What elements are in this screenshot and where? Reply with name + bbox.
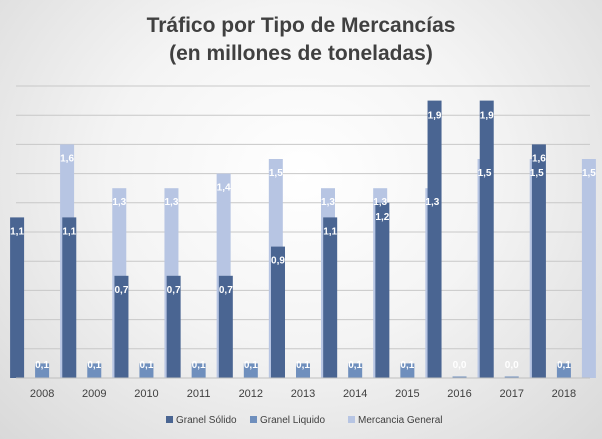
data-label: 1,3 [112,197,126,208]
x-tick-label: 2017 [499,388,523,400]
legend-label: Granel Liquido [260,415,325,426]
x-tick-label: 2010 [134,388,158,400]
bar-granel-sólido [218,275,233,378]
data-label: 0,1 [400,360,414,371]
data-label: 0,1 [87,360,101,371]
x-tick-label: 2012 [239,388,263,400]
x-tick-label: 2009 [82,388,106,400]
data-label: 0,1 [244,360,258,371]
bar-granel-liquido [191,363,206,378]
bar-granel-sólido [375,202,390,378]
gridlines [16,85,590,350]
legend-label: Mercancia General [358,415,442,426]
x-axis: 2008 2009 2010 2011 2012 2013 2014 2015 2016 2017… [16,377,590,400]
legend-label: Granel Sólido [176,415,237,426]
legend-swatch [250,416,257,423]
bar-granel-liquido [35,363,50,378]
bar-granel-sólido [166,275,181,378]
bar-mercancia-general [581,159,596,378]
x-tick-label: 2018 [552,388,576,400]
data-label: 1,4 [217,183,231,194]
bar-granel-liquido [504,376,519,378]
data-label: 0,0 [505,360,519,371]
data-label: 1,9 [428,111,442,122]
bar-granel-sólido [62,217,77,378]
data-label: 1,3 [165,197,179,208]
legend: Granel Sólido Granel Liquido Mercancia Gen… [166,415,442,426]
bar-granel-sólido [531,144,546,378]
data-label: 1,5 [530,168,544,179]
data-label: 1,5 [478,168,492,179]
data-label: 1,3 [373,197,387,208]
bar-granel-sólido [427,100,442,378]
data-label: 0,7 [167,285,181,296]
data-label: 0,7 [219,285,233,296]
x-tick-label: 2011 [187,388,211,400]
x-tick-label: 2014 [343,388,367,400]
data-label: 1,6 [60,153,74,164]
bar-granel-liquido [296,363,310,378]
bar-granel-sólido [271,246,285,378]
bar-granel-liquido [139,363,154,378]
data-label: 1,3 [321,197,335,208]
data-label: 0,1 [192,360,206,371]
data-label: 1,2 [375,212,389,223]
data-label: 0,1 [348,360,362,371]
data-label: 1,1 [62,226,76,237]
bar-granel-liquido [400,363,415,378]
data-label: 0,1 [557,360,571,371]
data-label: 1,6 [532,153,546,164]
data-labels: 1,1 0,1 1,6 1,1 0,1 1,3 0,7 0,1 1,3 0,7 0,1 1,4 0,7 0… [10,111,596,371]
data-label: 1,1 [323,226,337,237]
x-tick-label: 2015 [395,388,419,400]
bar-granel-liquido [87,363,102,378]
bar-granel-sólido [114,275,129,378]
x-tick-label: 2008 [30,388,54,400]
bar-granel-liquido [348,363,363,378]
data-label: 1,1 [10,226,24,237]
data-label: 1,9 [480,111,494,122]
data-label: 0,9 [271,256,285,267]
data-label: 0,1 [140,360,154,371]
bar-granel-sólido [479,100,494,378]
data-label: 0,0 [453,360,467,371]
data-label: 1,3 [425,197,439,208]
bar-granel-liquido [452,376,467,378]
bar-granel-liquido [556,363,571,378]
data-label: 0,1 [296,360,310,371]
x-tick-label: 2016 [447,388,471,400]
chart-subtitle: (en millones de toneladas) [169,42,433,65]
data-label: 1,5 [582,168,596,179]
bar-granel-liquido [243,363,258,378]
bar-granel-sólido [323,217,338,378]
legend-swatch [348,416,355,423]
bar-granel-sólido [10,217,25,378]
x-tick-label: 2013 [291,388,315,400]
chart-title: Tráfico por Tipo de Mercancías [147,14,456,37]
bars [10,100,596,378]
data-label: 0,7 [115,285,129,296]
data-label: 1,5 [269,168,283,179]
data-label: 0,1 [35,360,49,371]
legend-swatch [166,416,173,423]
